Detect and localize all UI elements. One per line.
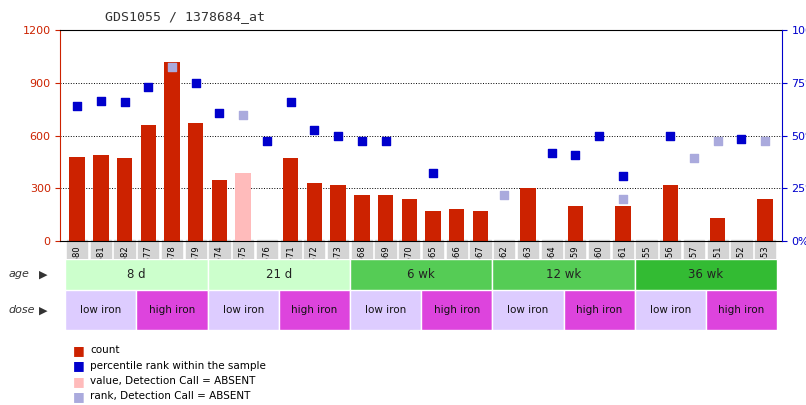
Point [426, 169, 439, 176]
Text: 8 d: 8 d [127, 268, 146, 281]
Point [617, 196, 629, 202]
Bar [634, 290, 706, 330]
Point [118, 99, 131, 106]
Text: dose: dose [8, 305, 35, 315]
Point [165, 64, 178, 70]
Bar [706, 290, 777, 330]
Text: ■: ■ [73, 359, 85, 372]
Point [758, 138, 771, 144]
Text: high iron: high iron [718, 305, 765, 315]
Point [71, 102, 84, 109]
Point [260, 138, 273, 144]
Bar [378, 195, 393, 241]
Bar [93, 155, 109, 241]
Bar [350, 290, 421, 330]
Bar [473, 211, 488, 241]
Text: count: count [90, 345, 120, 355]
Bar [136, 290, 208, 330]
Point [355, 138, 368, 144]
Bar [208, 259, 350, 290]
Bar [65, 290, 136, 330]
Text: high iron: high iron [291, 305, 338, 315]
Bar [188, 124, 203, 241]
Text: ■: ■ [73, 375, 85, 388]
Text: 36 wk: 36 wk [688, 268, 724, 281]
Point [617, 173, 629, 179]
Text: low iron: low iron [507, 305, 549, 315]
Text: low iron: low iron [80, 305, 122, 315]
Point [735, 136, 748, 143]
Text: ■: ■ [73, 344, 85, 357]
Bar [164, 62, 180, 241]
Point [142, 83, 155, 90]
Text: 6 wk: 6 wk [407, 268, 435, 281]
Point [213, 110, 226, 116]
Bar [615, 206, 630, 241]
Point [498, 192, 511, 198]
Bar [421, 290, 492, 330]
Bar [354, 195, 369, 241]
Text: percentile rank within the sample: percentile rank within the sample [90, 361, 266, 371]
Bar [117, 158, 132, 241]
Text: low iron: low iron [222, 305, 264, 315]
Point [569, 152, 582, 158]
Point [331, 132, 344, 139]
Bar [758, 199, 773, 241]
Point [94, 97, 107, 104]
Point [664, 132, 677, 139]
Bar [710, 218, 725, 241]
Bar [449, 209, 464, 241]
Point [712, 138, 725, 144]
Point [237, 111, 250, 118]
Text: ▶: ▶ [39, 305, 48, 315]
Bar [212, 179, 227, 241]
Bar [492, 259, 634, 290]
Bar [492, 290, 563, 330]
Bar [235, 173, 251, 241]
Point [688, 155, 700, 162]
Point [285, 99, 297, 106]
Text: high iron: high iron [576, 305, 622, 315]
Point [545, 150, 558, 156]
Bar [426, 211, 441, 241]
Text: high iron: high iron [434, 305, 480, 315]
Text: low iron: low iron [650, 305, 691, 315]
Bar [350, 259, 492, 290]
Text: ■: ■ [73, 390, 85, 403]
Bar [208, 290, 279, 330]
Bar [567, 206, 583, 241]
Bar [520, 188, 536, 241]
Text: age: age [8, 269, 29, 279]
Bar [279, 290, 350, 330]
Bar [663, 185, 678, 241]
Bar [563, 290, 634, 330]
Text: rank, Detection Call = ABSENT: rank, Detection Call = ABSENT [90, 392, 251, 401]
Text: ▶: ▶ [39, 269, 48, 279]
Bar [306, 183, 322, 241]
Bar [634, 259, 777, 290]
Bar [330, 185, 346, 241]
Point [592, 132, 605, 139]
Point [189, 80, 202, 86]
Point [379, 138, 392, 144]
Point [308, 127, 321, 134]
Bar [69, 157, 85, 241]
Text: value, Detection Call = ABSENT: value, Detection Call = ABSENT [90, 376, 256, 386]
Text: 12 wk: 12 wk [546, 268, 581, 281]
Text: low iron: low iron [365, 305, 406, 315]
Bar [65, 259, 208, 290]
Bar [140, 125, 156, 241]
Bar [401, 199, 417, 241]
Text: 21 d: 21 d [266, 268, 292, 281]
Text: GDS1055 / 1378684_at: GDS1055 / 1378684_at [105, 10, 265, 23]
Bar [283, 158, 298, 241]
Text: high iron: high iron [149, 305, 195, 315]
